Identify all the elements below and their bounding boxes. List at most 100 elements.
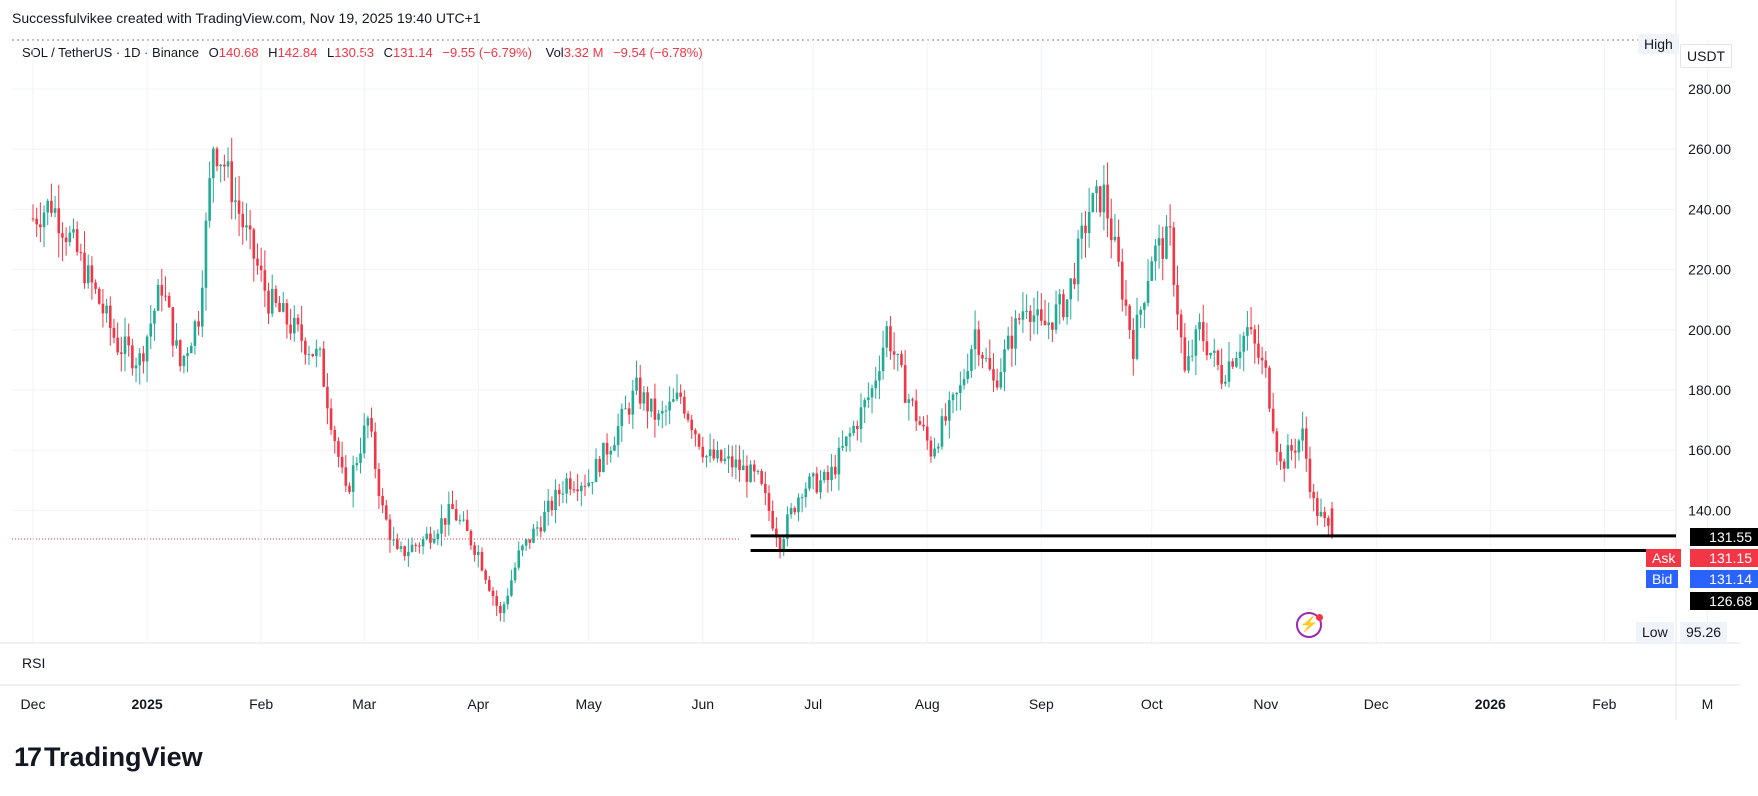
candle	[1010, 316, 1014, 367]
candle-body	[1087, 211, 1091, 234]
candle-body	[1014, 318, 1017, 349]
candle	[686, 410, 690, 423]
candle-body	[1040, 309, 1043, 321]
candle-body	[594, 459, 598, 483]
candle	[848, 427, 852, 452]
candle-body	[1051, 322, 1054, 330]
candle-body	[752, 464, 756, 472]
candle-body	[734, 459, 738, 468]
candle-body	[197, 321, 200, 327]
candle-body	[907, 399, 911, 403]
candle-body	[642, 392, 646, 404]
rsi-pane-label[interactable]: RSI	[22, 655, 46, 671]
candle-body	[1102, 184, 1106, 213]
candle-body	[292, 317, 296, 334]
candle	[1102, 165, 1106, 231]
candle-body	[716, 450, 719, 459]
candle-body	[583, 485, 587, 487]
candle	[664, 405, 668, 426]
candle-body	[50, 200, 53, 213]
notification-dot-icon	[1316, 614, 1323, 621]
price-tick-label: 200.00	[1688, 322, 1731, 338]
candle-body	[565, 478, 568, 494]
candle	[57, 184, 61, 258]
candle-body	[889, 326, 892, 352]
symbol-name[interactable]: SOL / TetherUS · 1D · Binance	[22, 45, 200, 60]
candle-body	[510, 580, 513, 596]
candle	[859, 393, 863, 443]
candle	[999, 358, 1003, 390]
candle-body	[156, 284, 160, 311]
candle	[1032, 297, 1036, 335]
candle-body	[914, 400, 918, 422]
candle-body	[344, 467, 348, 486]
candle	[337, 437, 340, 468]
open-label: O	[208, 45, 219, 60]
candle-body	[959, 385, 962, 393]
candle-body	[808, 476, 811, 489]
candle	[39, 202, 42, 243]
candle	[462, 511, 465, 522]
candle	[396, 533, 399, 550]
candle-body	[981, 354, 984, 359]
currency-button[interactable]: USDT	[1680, 44, 1733, 68]
lightning-icon[interactable]: ⚡	[1296, 612, 1322, 638]
candle-body	[245, 225, 248, 228]
candle-body	[90, 265, 94, 283]
candle-body	[561, 493, 565, 495]
candle-body	[874, 380, 878, 389]
candle	[1165, 215, 1168, 260]
ask-label: Ask	[1646, 549, 1682, 567]
candle	[1080, 212, 1084, 260]
candle	[539, 516, 543, 538]
price-tick-label: 240.00	[1688, 201, 1731, 217]
candle-body	[120, 352, 123, 354]
candle-body	[992, 369, 995, 381]
time-tick-label: Feb	[1592, 696, 1616, 712]
tradingview-brand[interactable]: 17 TradingView	[14, 742, 203, 773]
candle-body	[1201, 322, 1205, 342]
candle	[1157, 224, 1161, 269]
candle	[120, 336, 123, 372]
candle	[900, 350, 903, 368]
candle-body	[414, 544, 418, 546]
candle	[488, 575, 491, 592]
candle	[318, 346, 322, 357]
candle	[425, 526, 429, 541]
candle-body	[1235, 358, 1238, 367]
volume-value: 3.32 M	[563, 45, 604, 60]
candle-body	[1330, 508, 1334, 538]
candle	[992, 353, 995, 393]
candle-body	[1327, 517, 1330, 526]
candle-body	[822, 471, 826, 481]
candle-body	[727, 456, 730, 459]
candle-body	[635, 377, 638, 391]
candle	[1058, 289, 1062, 325]
candle	[64, 227, 68, 256]
candle-body	[160, 284, 164, 296]
candle-body	[1065, 299, 1069, 318]
candle	[594, 448, 598, 483]
candle	[1290, 438, 1293, 461]
candle-body	[775, 528, 778, 538]
candle	[1319, 498, 1323, 518]
candle-body	[532, 528, 535, 543]
candle	[458, 514, 462, 525]
candle	[697, 433, 701, 450]
candle	[705, 454, 708, 468]
candle-body	[263, 270, 267, 291]
candle	[911, 397, 914, 407]
candle-body	[465, 519, 469, 531]
candle	[377, 462, 381, 509]
candle	[351, 455, 355, 508]
brand-name: TradingView	[44, 742, 203, 772]
candle	[381, 488, 384, 514]
candle	[631, 379, 635, 430]
candle	[852, 420, 855, 436]
candle-body	[1249, 327, 1253, 330]
candle-body	[782, 538, 786, 551]
candle-body	[1150, 261, 1154, 281]
candle-body	[53, 208, 57, 213]
candle	[554, 479, 557, 524]
